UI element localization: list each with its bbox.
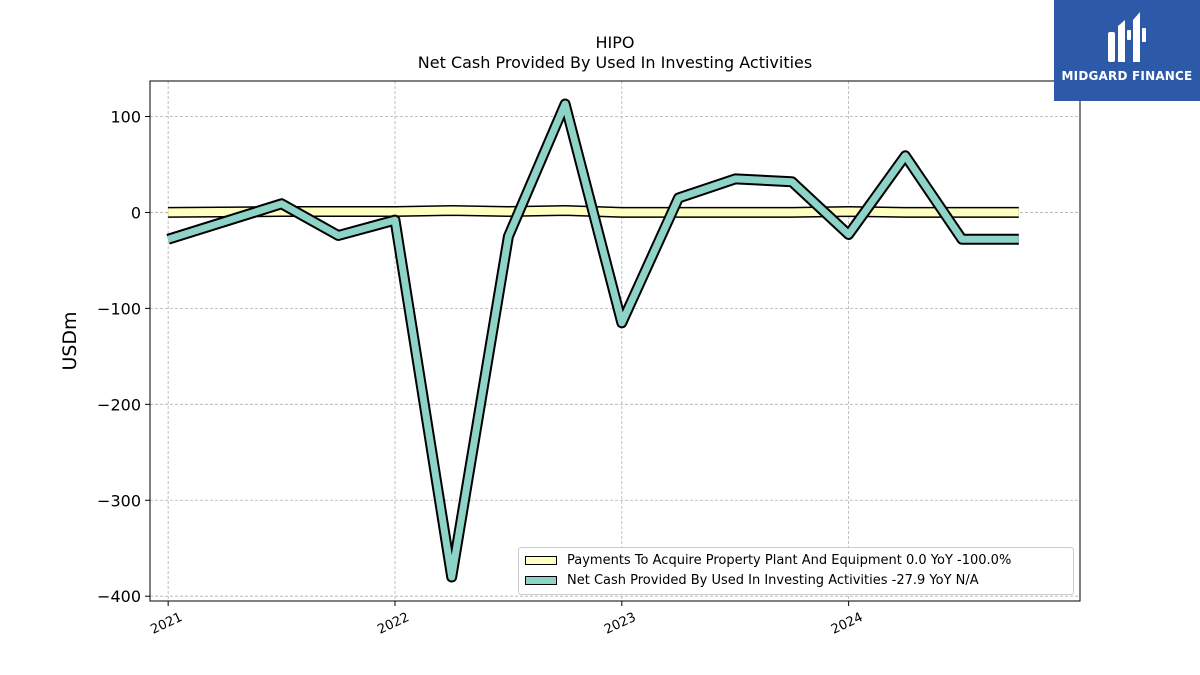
y-axis-label: USDm: [59, 311, 81, 370]
legend-label-investing: Net Cash Provided By Used In Investing A…: [567, 572, 979, 588]
logo-text: MIDGARD FINANCE: [1061, 69, 1193, 83]
legend-swatch-capex: [525, 555, 557, 565]
y-tick-label: −300: [97, 491, 141, 510]
chart-title: HIPO: [595, 33, 635, 52]
grid-lines: [150, 81, 1080, 601]
x-axis: 2021 2022 2023 2024: [149, 601, 865, 638]
y-tick-label: 100: [110, 107, 141, 126]
series-0: [168, 205, 1019, 218]
y-tick-label: −400: [97, 587, 141, 606]
series-layer: [166, 98, 1019, 583]
x-tick-label: 2023: [602, 610, 638, 638]
logo-mark-icon: [1108, 12, 1146, 62]
series-line: [167, 100, 1019, 581]
x-tick-label: 2022: [375, 610, 411, 638]
y-tick-label: 0: [131, 203, 141, 222]
x-tick-label: 2021: [149, 610, 185, 638]
y-tick-label: −100: [97, 299, 141, 318]
legend: Payments To Acquire Property Plant And E…: [518, 547, 1074, 595]
legend-label-capex: Payments To Acquire Property Plant And E…: [567, 552, 1012, 568]
legend-item-capex: Payments To Acquire Property Plant And E…: [525, 550, 1011, 570]
series-1: [166, 98, 1019, 583]
y-tick-label: −200: [97, 395, 141, 414]
chart-subtitle: Net Cash Provided By Used In Investing A…: [417, 53, 813, 72]
y-axis: 100 0 −100 −200 −300 −400: [97, 107, 150, 606]
legend-swatch-investing: [525, 575, 557, 585]
brand-logo: MIDGARD FINANCE: [1054, 0, 1200, 101]
x-tick-label: 2024: [829, 610, 865, 638]
plot-frame: [149, 80, 1081, 602]
legend-item-investing: Net Cash Provided By Used In Investing A…: [525, 570, 979, 590]
